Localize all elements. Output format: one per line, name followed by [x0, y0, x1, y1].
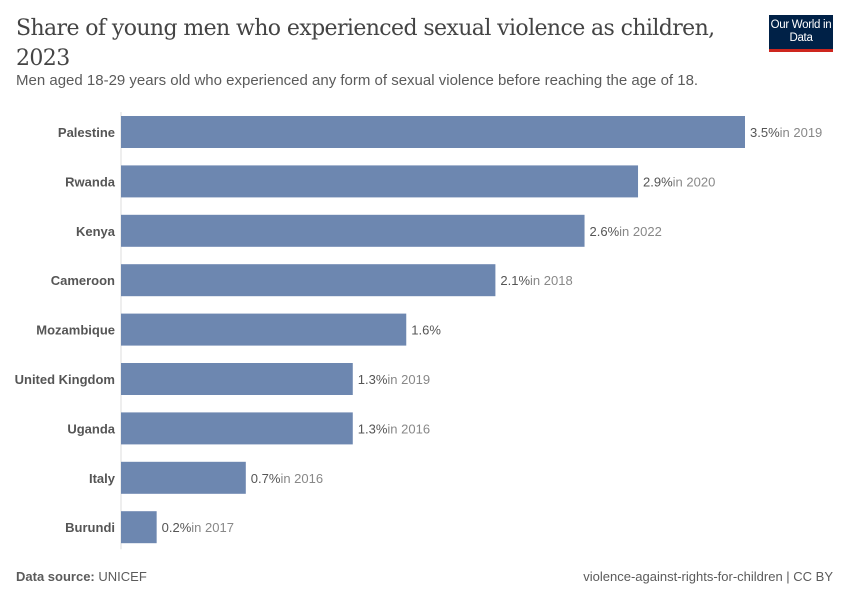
year-note: in 2016 — [387, 421, 430, 436]
chart-title: Share of young men who experienced sexua… — [16, 16, 715, 71]
category-label: Mozambique — [36, 323, 115, 338]
year-note: in 2016 — [280, 471, 323, 486]
category-label: Uganda — [67, 421, 115, 436]
value-text: 2.1% — [500, 273, 530, 288]
year-note: in 2020 — [673, 174, 716, 189]
value-text: 0.7% — [251, 471, 281, 486]
value-text: 0.2% — [162, 520, 192, 535]
year-note: in 2019 — [780, 125, 823, 140]
category-label: Cameroon — [51, 273, 115, 288]
owid-logo[interactable]: Our World in Data — [769, 15, 833, 52]
value-text: 3.5% — [750, 125, 780, 140]
value-label: 3.5%in 2019 — [750, 125, 822, 140]
category-label: Kenya — [76, 224, 116, 239]
category-label: Rwanda — [65, 174, 116, 189]
bar-uganda — [121, 412, 353, 445]
bar-palestine — [121, 116, 745, 148]
category-label: Italy — [89, 471, 116, 486]
category-label: United Kingdom — [15, 372, 115, 387]
value-text: 2.6% — [590, 224, 620, 239]
value-label: 2.9%in 2020 — [643, 174, 715, 189]
value-label: 2.6%in 2022 — [590, 224, 662, 239]
data-source: Data source: UNICEF — [16, 569, 147, 584]
year-note: in 2017 — [191, 520, 234, 535]
bar-united-kingdom — [121, 363, 353, 395]
value-text: 1.6% — [411, 323, 441, 338]
value-text: 1.3% — [358, 372, 388, 387]
value-label: 1.3%in 2016 — [358, 421, 430, 436]
bar-rwanda — [121, 165, 639, 198]
category-label: Burundi — [65, 520, 115, 535]
year-note: in 2019 — [387, 372, 430, 387]
bar-burundi — [121, 511, 157, 544]
value-text: 2.9% — [643, 174, 673, 189]
category-label: Palestine — [58, 125, 115, 140]
year-note: in 2022 — [619, 224, 662, 239]
bar-cameroon — [121, 264, 496, 297]
value-label: 0.7%in 2016 — [251, 471, 323, 486]
year-note: in 2018 — [530, 273, 573, 288]
source-link[interactable]: UNICEF — [98, 569, 147, 584]
chart-subtitle: Men aged 18-29 years old who experienced… — [16, 72, 699, 89]
value-label: 1.6% — [411, 323, 441, 338]
bar-mozambique — [121, 313, 407, 346]
value-label: 0.2%in 2017 — [162, 520, 234, 535]
value-label: 1.3%in 2019 — [358, 372, 430, 387]
value-label: 2.1%in 2018 — [500, 273, 572, 288]
chart-slug-license[interactable]: violence-against-rights-for-children | C… — [583, 569, 833, 584]
bar-italy — [121, 461, 246, 494]
value-text: 1.3% — [358, 421, 388, 436]
bar-kenya — [121, 214, 585, 247]
source-label: Data source: — [16, 569, 95, 584]
